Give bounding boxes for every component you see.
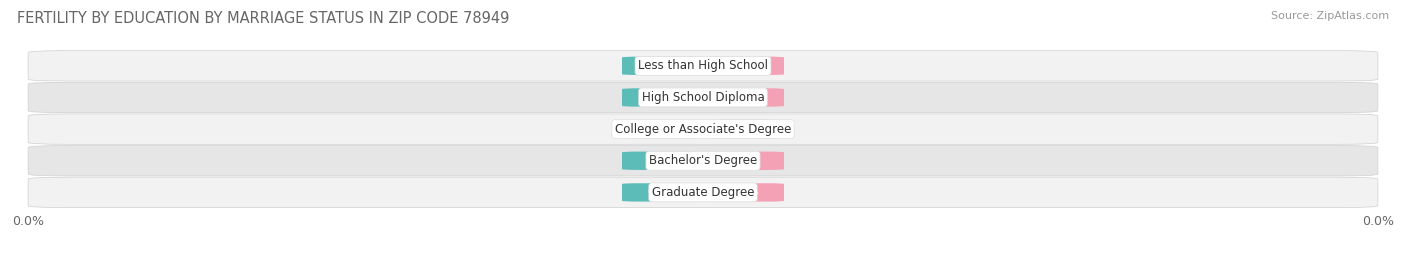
FancyBboxPatch shape xyxy=(703,120,785,138)
Text: 0.0%: 0.0% xyxy=(647,93,678,102)
FancyBboxPatch shape xyxy=(703,152,785,170)
Text: 0.0%: 0.0% xyxy=(647,187,678,197)
Text: 0.0%: 0.0% xyxy=(647,61,678,71)
Text: Source: ZipAtlas.com: Source: ZipAtlas.com xyxy=(1271,11,1389,21)
FancyBboxPatch shape xyxy=(28,146,1378,176)
FancyBboxPatch shape xyxy=(28,51,1378,81)
FancyBboxPatch shape xyxy=(703,88,785,107)
FancyBboxPatch shape xyxy=(703,183,785,201)
Text: 0.0%: 0.0% xyxy=(728,124,759,134)
FancyBboxPatch shape xyxy=(621,183,703,201)
Text: Bachelor's Degree: Bachelor's Degree xyxy=(650,154,756,167)
Text: 0.0%: 0.0% xyxy=(728,61,759,71)
Text: 0.0%: 0.0% xyxy=(728,156,759,166)
FancyBboxPatch shape xyxy=(621,57,703,75)
Text: 0.0%: 0.0% xyxy=(728,187,759,197)
FancyBboxPatch shape xyxy=(621,120,703,138)
FancyBboxPatch shape xyxy=(28,82,1378,113)
Text: 0.0%: 0.0% xyxy=(728,93,759,102)
FancyBboxPatch shape xyxy=(621,88,703,107)
FancyBboxPatch shape xyxy=(703,57,785,75)
FancyBboxPatch shape xyxy=(28,177,1378,208)
Text: FERTILITY BY EDUCATION BY MARRIAGE STATUS IN ZIP CODE 78949: FERTILITY BY EDUCATION BY MARRIAGE STATU… xyxy=(17,11,509,26)
Text: 0.0%: 0.0% xyxy=(647,124,678,134)
Text: High School Diploma: High School Diploma xyxy=(641,91,765,104)
Text: Less than High School: Less than High School xyxy=(638,59,768,72)
FancyBboxPatch shape xyxy=(621,152,703,170)
Text: Graduate Degree: Graduate Degree xyxy=(652,186,754,199)
Text: 0.0%: 0.0% xyxy=(647,156,678,166)
Text: College or Associate's Degree: College or Associate's Degree xyxy=(614,123,792,136)
FancyBboxPatch shape xyxy=(28,114,1378,144)
